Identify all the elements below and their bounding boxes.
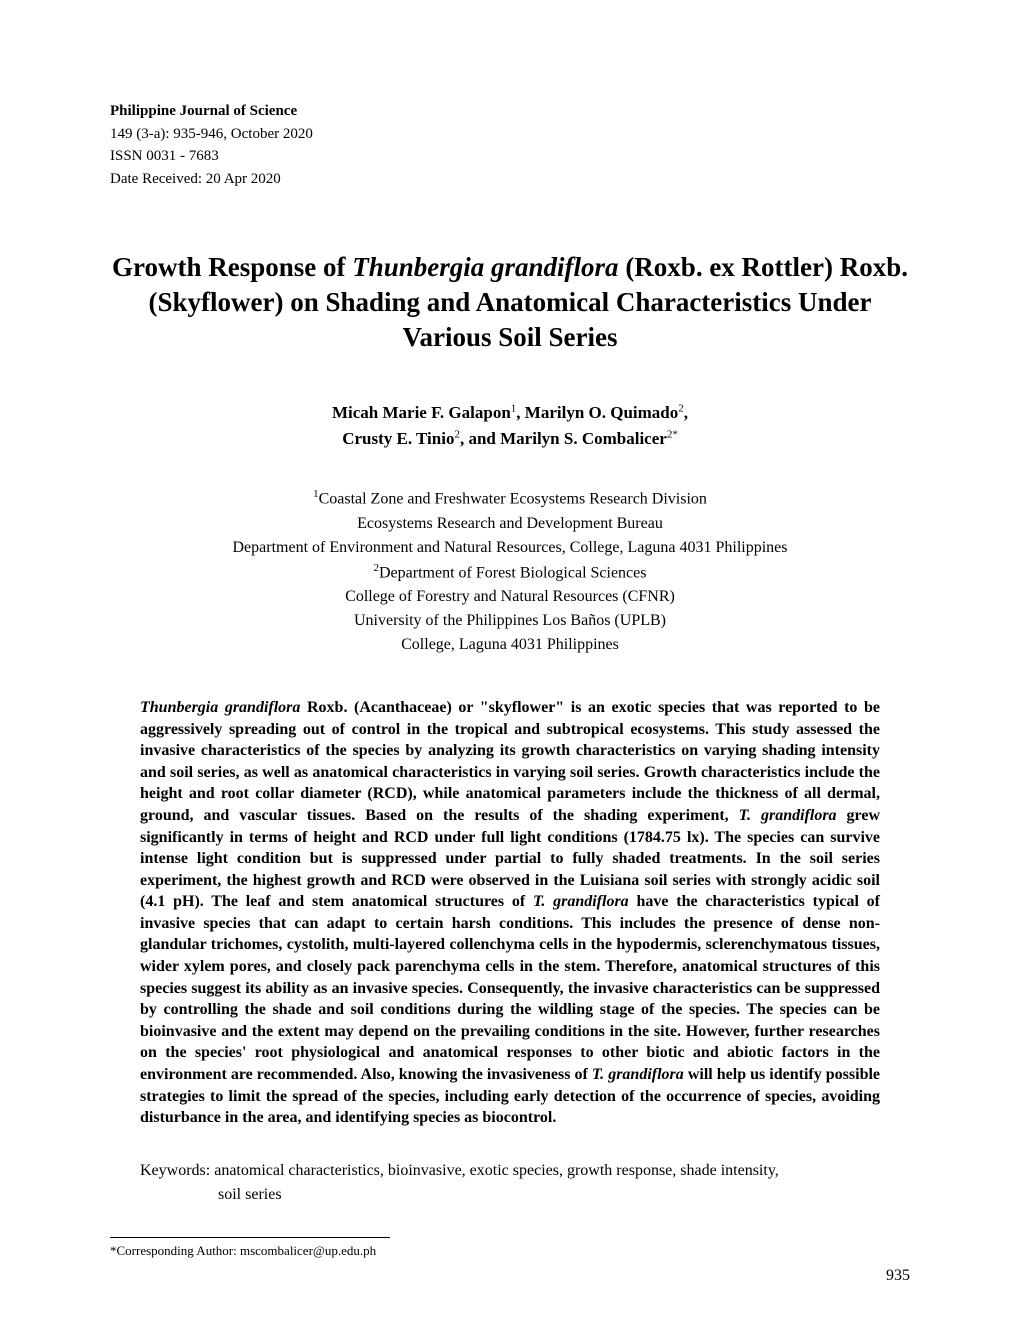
journal-date-received: Date Received: 20 Apr 2020 bbox=[110, 168, 910, 191]
keywords-block: Keywords: anatomical characteristics, bi… bbox=[110, 1159, 910, 1207]
keywords-line1: anatomical characteristics, bioinvasive,… bbox=[214, 1162, 779, 1179]
abstract-italic1: Thunbergia grandiflora bbox=[140, 699, 300, 716]
aff1-line3: Department of Environment and Natural Re… bbox=[233, 539, 788, 556]
affiliations-block: 1Coastal Zone and Freshwater Ecosystems … bbox=[110, 486, 910, 657]
author-4-sup: 2* bbox=[667, 428, 678, 440]
abstract-text3: have the characteristics typical of inva… bbox=[140, 893, 880, 1083]
title-italic1: Thunbergia grandiflora bbox=[352, 252, 618, 282]
author-1: Micah Marie F. Galapon bbox=[332, 403, 511, 422]
corresponding-author: *Corresponding Author: mscombalicer@up.e… bbox=[110, 1243, 910, 1259]
author-sep2: , bbox=[684, 403, 688, 422]
abstract-italic3: T. grandiflora bbox=[533, 893, 629, 910]
keywords-label: Keywords: bbox=[140, 1162, 214, 1179]
abstract-italic2: T. grandiflora bbox=[739, 807, 837, 824]
footer-divider bbox=[110, 1237, 390, 1238]
journal-issn: ISSN 0031 - 7683 bbox=[110, 145, 910, 168]
aff2-line1: Department of Forest Biological Sciences bbox=[379, 564, 646, 581]
author-sep1: , bbox=[516, 403, 525, 422]
author-2: Marilyn O. Quimado bbox=[525, 403, 678, 422]
keywords-line2: soil series bbox=[140, 1186, 282, 1203]
aff2-line3: University of the Philippines Los Baños … bbox=[354, 612, 666, 629]
journal-name: Philippine Journal of Science bbox=[110, 100, 910, 123]
journal-citation: 149 (3-a): 935-946, October 2020 bbox=[110, 123, 910, 146]
author-3: Crusty E. Tinio bbox=[342, 429, 454, 448]
abstract-block: Thunbergia grandiflora Roxb. (Acanthacea… bbox=[110, 697, 910, 1129]
abstract-italic4: T. grandiflora bbox=[592, 1066, 684, 1083]
authors-block: Micah Marie F. Galapon1, Marilyn O. Quim… bbox=[110, 400, 910, 451]
aff2-line4: College, Laguna 4031 Philippines bbox=[401, 636, 619, 653]
article-title: Growth Response of Thunbergia grandiflor… bbox=[110, 250, 910, 355]
aff2-line2: College of Forestry and Natural Resource… bbox=[345, 588, 675, 605]
author-sep3: , and bbox=[460, 429, 500, 448]
abstract-text1: Roxb. (Acanthaceae) or "skyflower" is an… bbox=[140, 699, 880, 824]
page-number: 935 bbox=[886, 1267, 910, 1285]
title-part1: Growth Response of bbox=[112, 252, 352, 282]
author-4: Marilyn S. Combalicer bbox=[500, 429, 667, 448]
journal-header: Philippine Journal of Science 149 (3-a):… bbox=[110, 100, 910, 190]
aff1-line2: Ecosystems Research and Development Bure… bbox=[357, 515, 663, 532]
aff1-line1: Coastal Zone and Freshwater Ecosystems R… bbox=[319, 491, 707, 508]
